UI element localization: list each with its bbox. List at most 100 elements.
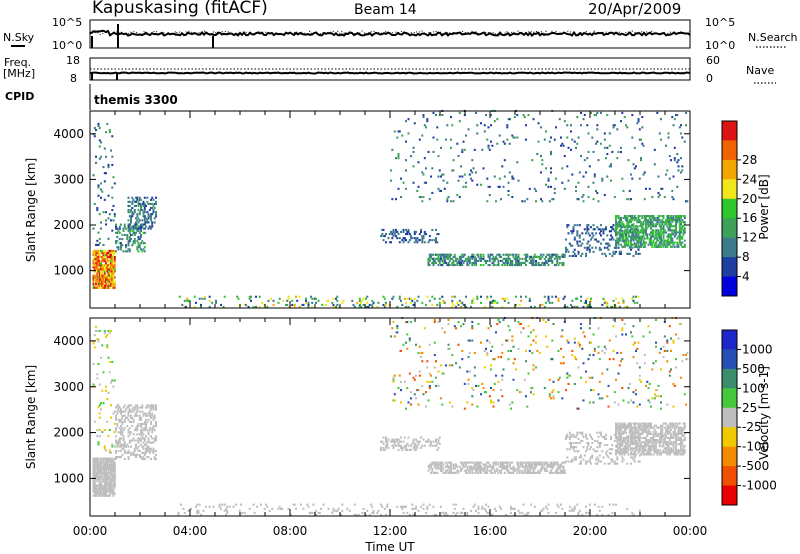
range-cell xyxy=(115,458,117,461)
range-cell xyxy=(625,239,627,242)
range-cell xyxy=(131,425,134,428)
range-cell xyxy=(615,217,617,220)
range-cell xyxy=(630,443,632,446)
range-cell xyxy=(607,242,610,245)
range-cell xyxy=(110,251,112,254)
range-cell xyxy=(122,414,125,417)
range-cell xyxy=(678,422,681,425)
range-cell xyxy=(382,436,385,439)
range-cell xyxy=(471,299,474,302)
range-cell xyxy=(121,233,124,236)
range-cell xyxy=(106,476,109,479)
range-cell xyxy=(96,467,99,470)
range-cell xyxy=(618,434,621,437)
range-cell xyxy=(683,451,686,454)
range-cell xyxy=(512,465,515,468)
range-cell xyxy=(661,430,664,433)
range-cell xyxy=(621,448,624,451)
range-cell xyxy=(578,456,581,459)
range-cell xyxy=(407,230,410,233)
range-cell xyxy=(551,295,554,298)
range-cell xyxy=(136,404,139,407)
range-cell xyxy=(100,408,102,411)
range-cell xyxy=(93,472,96,475)
range-cell xyxy=(643,422,646,425)
range-cell xyxy=(656,439,659,442)
cpid-panel: CPID themis 3300 xyxy=(5,84,178,110)
range-cell xyxy=(555,255,557,258)
range-cell xyxy=(652,449,655,452)
range-cell xyxy=(102,243,105,246)
range-cell xyxy=(618,235,621,238)
range-cell xyxy=(442,173,445,176)
nave-tick-low: 0 xyxy=(706,72,713,85)
range-cell xyxy=(421,237,424,240)
range-cell xyxy=(138,244,141,247)
range-cell xyxy=(408,339,411,342)
range-cell xyxy=(653,424,656,427)
range-cell xyxy=(393,399,396,402)
range-cell xyxy=(671,245,674,248)
range-cell xyxy=(638,439,641,442)
range-cell xyxy=(652,217,655,220)
range-cell xyxy=(468,465,471,468)
range-cell xyxy=(493,175,496,178)
range-cell xyxy=(421,351,424,354)
range-cell xyxy=(631,215,634,218)
range-cell xyxy=(127,211,130,214)
range-cell xyxy=(268,509,271,512)
range-cell xyxy=(643,241,646,244)
range-cell xyxy=(667,233,670,236)
range-cell xyxy=(668,436,671,439)
range-cell xyxy=(640,229,642,232)
range-cell xyxy=(143,250,146,253)
range-cell xyxy=(452,467,455,470)
range-cell xyxy=(617,217,620,220)
range-cell xyxy=(461,511,464,514)
range-cell xyxy=(453,325,456,328)
range-cell xyxy=(108,428,111,431)
range-cell xyxy=(620,233,622,236)
range-cell xyxy=(645,449,647,452)
range-cell xyxy=(382,295,385,298)
range-cell xyxy=(127,219,130,222)
range-cell xyxy=(633,447,636,450)
range-cell xyxy=(108,449,111,452)
range-cell xyxy=(666,215,669,218)
range-cell xyxy=(592,181,595,184)
range-cell xyxy=(112,385,115,388)
range-cell xyxy=(623,116,626,119)
range-cell xyxy=(537,264,540,267)
range-cell xyxy=(582,435,585,438)
range-cell xyxy=(142,227,145,230)
range-cell xyxy=(105,478,107,481)
range-cell xyxy=(153,207,156,210)
range-cell xyxy=(143,453,146,456)
range-cell xyxy=(638,434,641,437)
range-cell xyxy=(665,447,667,450)
range-cell xyxy=(96,484,99,487)
range-cell xyxy=(642,144,645,147)
range-cell xyxy=(105,223,107,226)
range-cell xyxy=(432,461,435,464)
range-cell xyxy=(528,255,531,258)
range-cell xyxy=(528,257,531,260)
range-cell xyxy=(465,185,467,188)
range-cell xyxy=(138,198,141,201)
range-cell xyxy=(106,480,109,483)
range-cell xyxy=(673,159,676,162)
range-cell xyxy=(618,424,621,427)
range-cell xyxy=(226,505,229,508)
range-cell xyxy=(481,148,484,151)
range-cell xyxy=(631,229,634,232)
range-cell xyxy=(471,253,474,256)
range-cell xyxy=(488,194,491,197)
range-cell xyxy=(398,374,401,377)
range-cell xyxy=(392,376,395,379)
range-cell xyxy=(491,299,494,302)
range-cell xyxy=(118,431,121,434)
range-cell xyxy=(552,463,555,466)
range-cell xyxy=(660,187,662,190)
range-cell xyxy=(632,441,635,444)
range-cell xyxy=(396,331,399,334)
